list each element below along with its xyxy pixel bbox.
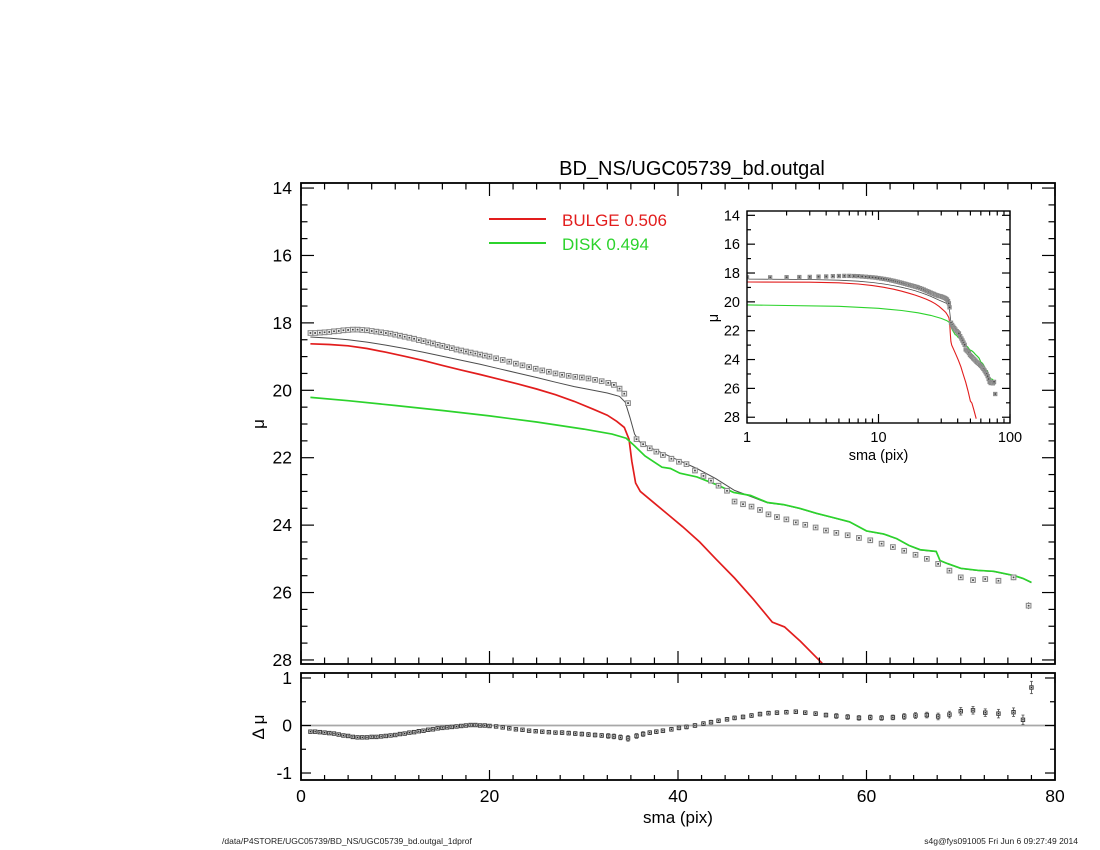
main-y-tick-label: 14: [273, 178, 293, 198]
residual-panel-axes: 0 20 40 60 80-101: [276, 668, 1065, 806]
main-y-tick-label: 28: [273, 650, 292, 670]
residual-x-tick-label: 60: [857, 786, 877, 806]
inset-observed-points: [747, 273, 998, 397]
main-y-tick-label: 22: [273, 448, 292, 468]
disk-legend-label: DISK 0.494: [562, 235, 649, 254]
observed-points: [307, 326, 1032, 610]
main-y-tick-label: 24: [273, 515, 293, 535]
inset-x-tick-label: 10: [870, 430, 886, 446]
residual-x-axis-label: sma (pix): [643, 808, 713, 827]
footer-user-timestamp: s4g@fys091005 Fri Jun 6 09:27:49 2014: [924, 836, 1078, 846]
inset-y-tick-label: 22: [724, 324, 740, 340]
main-panel-axes: 14 16 18 20 22 24 26 28: [273, 178, 1056, 670]
bulge-legend-label: BULGE 0.506: [562, 211, 667, 230]
inset-y-tick-label: 24: [724, 353, 740, 369]
inset-y-tick-label: 18: [724, 266, 740, 282]
inset-y-tick-label: 16: [724, 237, 740, 253]
inset-x-tick-label: 100: [998, 430, 1022, 446]
inset-panel-series: [747, 273, 998, 419]
inset-y-tick-label: 28: [724, 410, 740, 426]
residual-panel-series: [301, 680, 1055, 742]
residual-x-tick-label: 0: [296, 786, 306, 806]
residual-y-tick-label: 1: [282, 668, 292, 688]
bulge-legend-line: [489, 218, 546, 220]
main-y-tick-label: 26: [273, 583, 292, 603]
main-panel-series: [307, 326, 1032, 664]
main-panel-box: [300, 182, 1056, 665]
disk-legend-line: [489, 242, 546, 244]
inset-bulge-line: [747, 281, 977, 419]
inset-y-tick-label: 26: [724, 381, 740, 397]
main-y-tick-label: 20: [273, 380, 293, 400]
inset-panel-box: [746, 210, 1011, 424]
inset-y-tick-label: 20: [724, 295, 740, 311]
main-y-tick-label: 16: [273, 245, 292, 265]
inset-x-axis-label: sma (pix): [848, 448, 909, 464]
disk-line: [310, 396, 1032, 584]
residual-x-tick-label: 80: [1045, 786, 1065, 806]
residual-y-tick-label: -1: [276, 763, 292, 783]
page-title: BD_NS/UGC05739_bd.outgal: [559, 158, 825, 180]
inset-x-tick-label: 1: [743, 430, 751, 446]
inset-disk-line: [747, 304, 996, 385]
residual-x-tick-label: 20: [480, 786, 500, 806]
inset-panel-axes: 1 10 100 14 16 18 20 22 24 26 28: [724, 208, 1022, 446]
residual-x-tick-label: 40: [668, 786, 688, 806]
inset-y-tick-label: 14: [724, 208, 740, 224]
residual-y-tick-label: 0: [282, 716, 292, 736]
main-y-tick-label: 18: [273, 313, 292, 333]
residual-panel-box: [300, 672, 1056, 781]
bulge-line: [310, 342, 823, 664]
footer-file-path: /data/P4STORE/UGC05739/BD_NS/UGC05739_bd…: [222, 836, 472, 846]
